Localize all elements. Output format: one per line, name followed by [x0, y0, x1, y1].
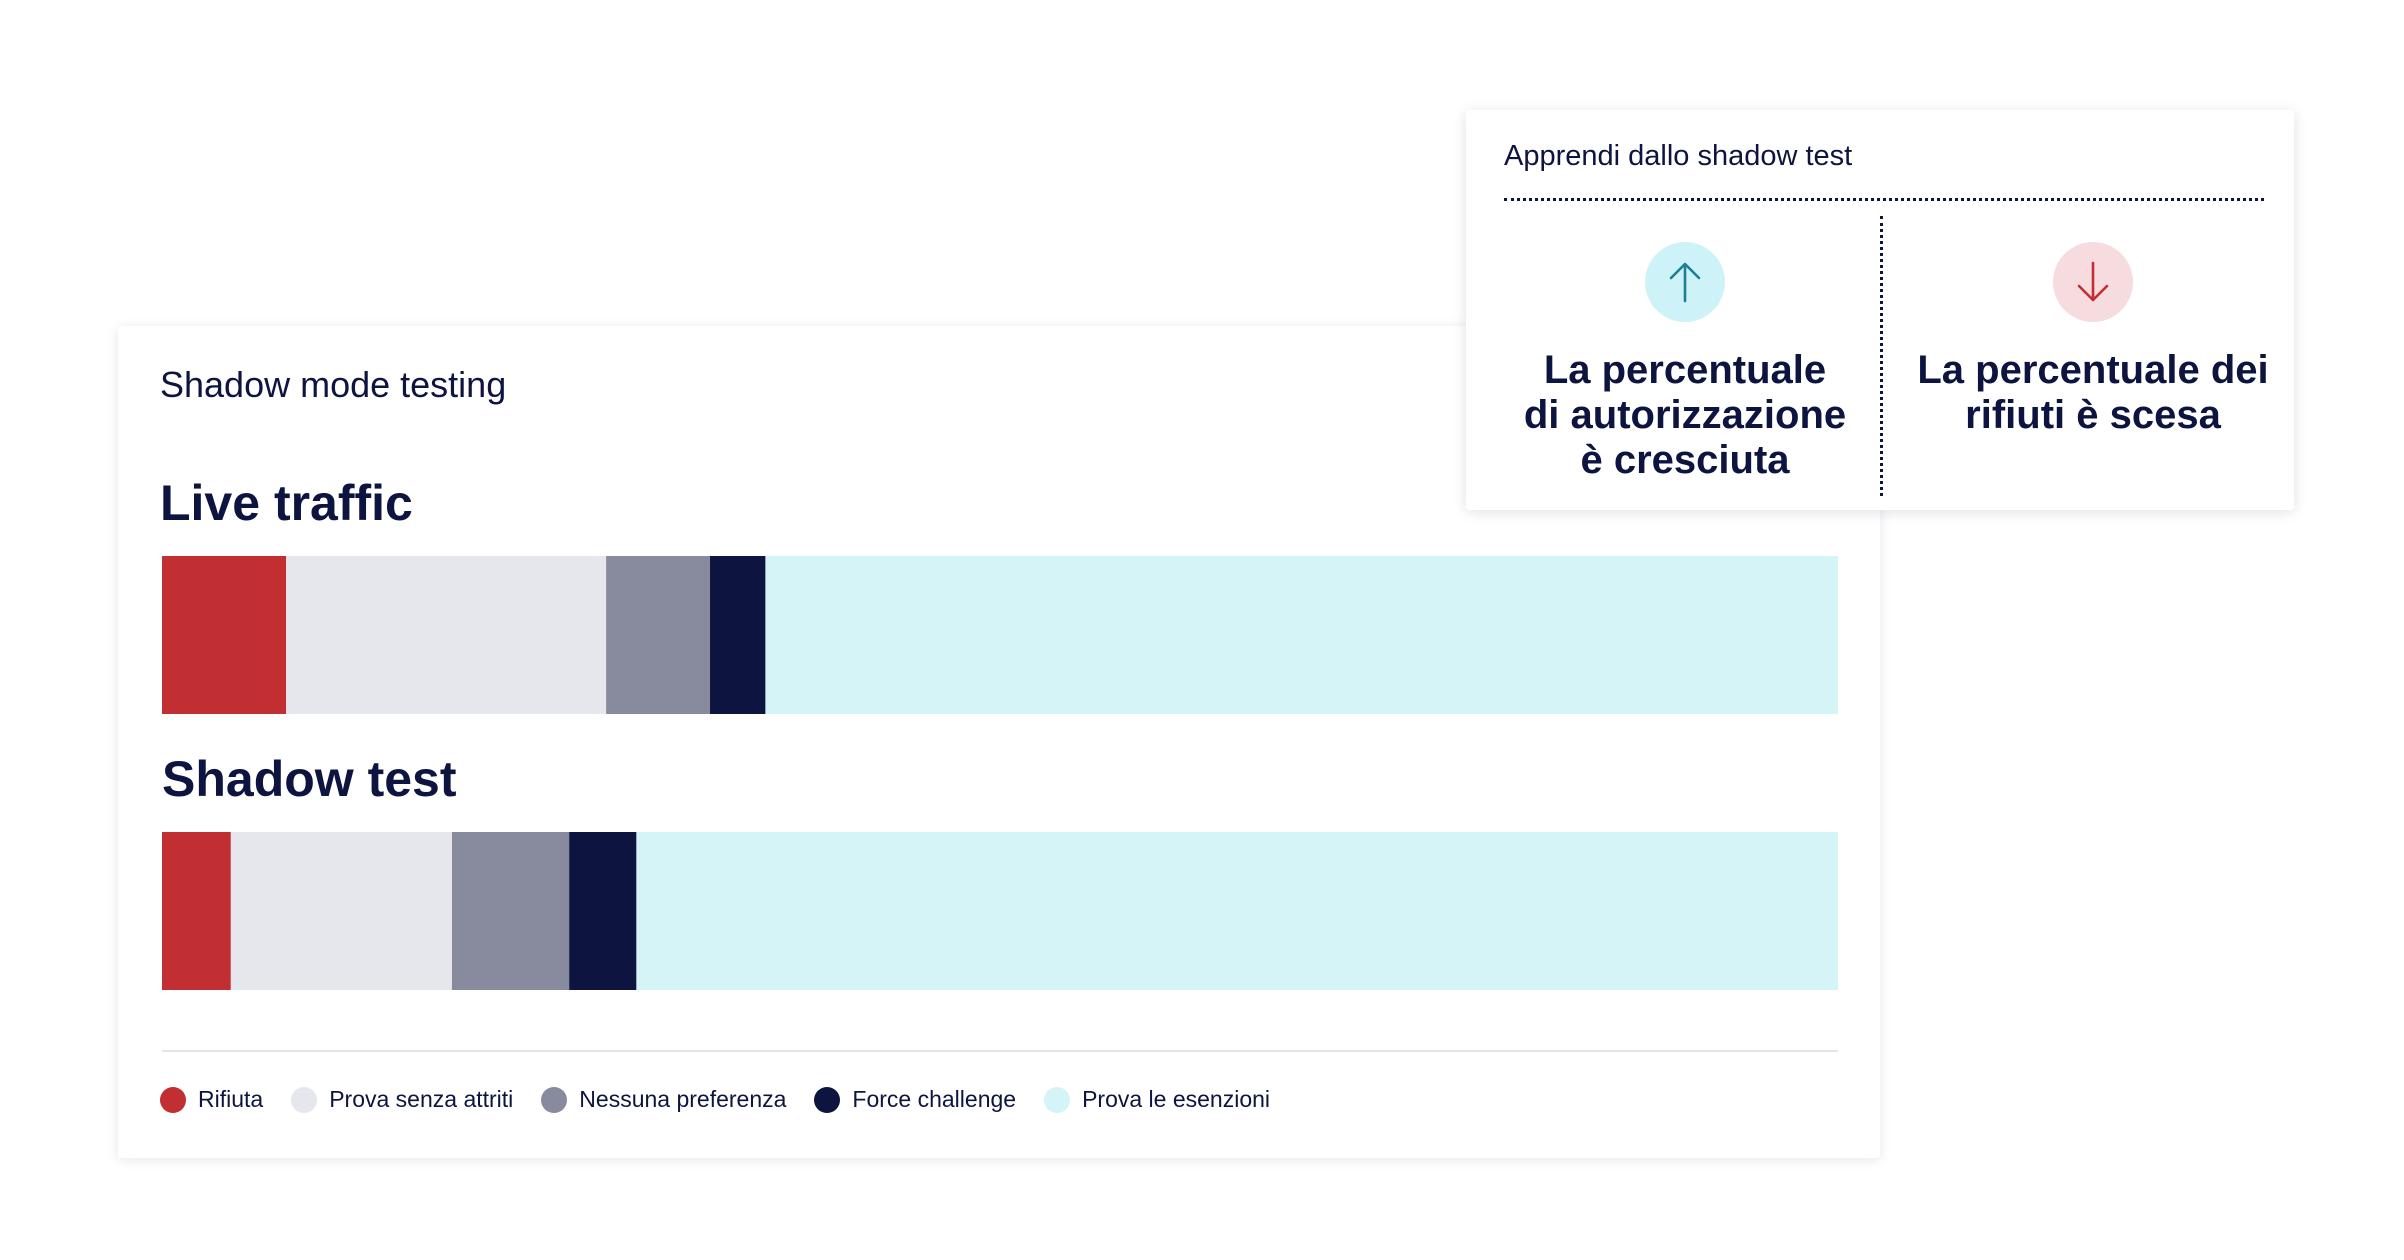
legend-dot: [160, 1086, 186, 1113]
row-label-shadow-test: Shadow test: [162, 751, 457, 807]
card-title: Shadow mode testing: [160, 364, 507, 405]
legend-dot: [541, 1086, 568, 1113]
metric-text: La percentuale dei rifiuti è scesa: [1917, 348, 2269, 437]
bar-segment-force-challenge: [710, 556, 766, 714]
legend-label: Force challenge: [852, 1086, 1017, 1112]
live-traffic-bar: [162, 556, 1838, 714]
legend-dot: [291, 1086, 318, 1113]
row-label-live-traffic: Live traffic: [160, 475, 413, 531]
bar-segment-nessuna-preferenza: [451, 832, 570, 990]
dotted-divider-vertical: [1880, 216, 1883, 496]
chart-legend: Rifiuta Prova senza attriti Nessuna pref…: [160, 1086, 1298, 1113]
dotted-divider-horizontal: [1504, 198, 2264, 201]
legend-divider: [162, 1050, 1838, 1052]
metric-rejection-rate: La percentuale dei rifiuti è scesa: [1898, 242, 2288, 438]
legend-dot: [814, 1086, 841, 1113]
metric-text: La percentuale di autorizzazione è cresc…: [1523, 348, 1847, 482]
legend-item-nessuna-preferenza: Nessuna preferenza: [541, 1086, 786, 1113]
arrow-down-icon: [2053, 242, 2133, 322]
arrow-down-glyph: [2077, 261, 2109, 302]
insight-heading: Apprendi dallo shadow test: [1504, 140, 1853, 172]
bar-segment-prova-senza-attriti: [230, 832, 453, 990]
bar-segment-prova-le-esenzioni: [765, 556, 1838, 714]
insight-card: Apprendi dallo shadow test La percentual…: [1466, 110, 2294, 510]
bar-segment-prova-le-esenzioni: [636, 832, 1838, 990]
bar-segment-rifiuta: [162, 832, 232, 990]
legend-dot: [1044, 1086, 1071, 1113]
bar-segment-rifiuta: [162, 556, 287, 714]
bar-segment-nessuna-preferenza: [606, 556, 711, 714]
legend-item-prova-senza-attriti: Prova senza attriti: [291, 1086, 513, 1113]
bar-segment-force-challenge: [569, 832, 637, 990]
shadow-test-bar: [162, 832, 1838, 990]
bar-segment-prova-senza-attriti: [286, 556, 607, 714]
legend-label: Nessuna preferenza: [579, 1086, 787, 1112]
metric-authorization-rate: La percentuale di autorizzazione è cresc…: [1490, 242, 1880, 483]
legend-item-force-challenge: Force challenge: [814, 1086, 1016, 1113]
arrow-up-glyph: [1669, 262, 1701, 303]
legend-label: Prova senza attriti: [329, 1086, 514, 1112]
legend-item-prova-le-esenzioni: Prova le esenzioni: [1044, 1086, 1270, 1113]
legend-item-rifiuta: Rifiuta: [160, 1086, 263, 1113]
legend-label: Prova le esenzioni: [1082, 1086, 1271, 1112]
legend-label: Rifiuta: [198, 1086, 264, 1112]
arrow-up-icon: [1645, 242, 1725, 322]
